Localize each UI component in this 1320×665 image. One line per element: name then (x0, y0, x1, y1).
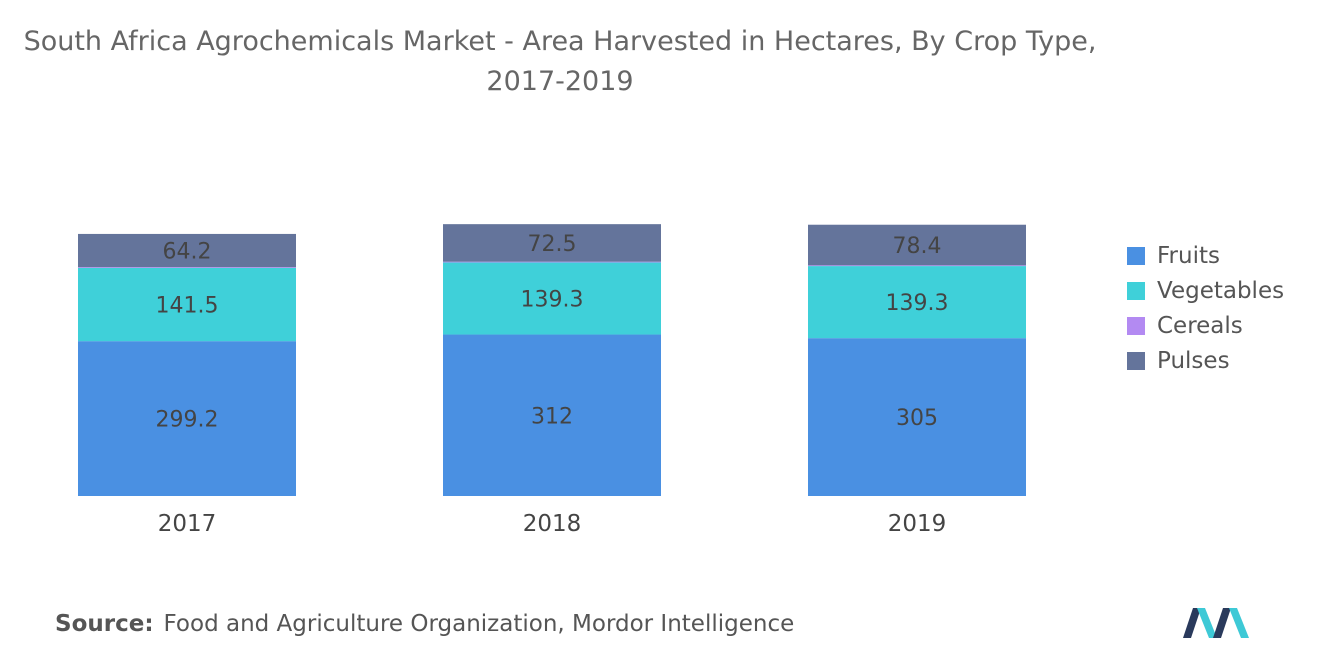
bar-segment-cereals-2018 (443, 261, 661, 263)
legend-item-fruits: Fruits (1127, 238, 1284, 273)
bar-segment-fruits-2017 (78, 341, 296, 496)
data-label-vegetables-2019: 139.3 (886, 291, 949, 316)
legend-label-pulses: Pulses (1157, 347, 1230, 374)
bar-segment-vegetables-2018 (443, 262, 661, 335)
chart-title: South Africa Agrochemicals Market - Area… (23, 26, 1097, 97)
bar-segment-cereals-2017 (78, 267, 296, 268)
legend-item-cereals: Cereals (1127, 308, 1284, 343)
source-note: Source: Food and Agriculture Organization… (55, 611, 794, 637)
data-label-pulses-2017: 64.2 (163, 240, 212, 265)
bar-segment-cereals-2019 (808, 265, 1026, 267)
x-tick-label-2018: 2018 (523, 511, 582, 537)
legend-label-vegetables: Vegetables (1157, 277, 1285, 304)
legend-swatch-vegetables (1127, 281, 1145, 300)
bar-segment-pulses-2019 (808, 224, 1026, 266)
legend-swatch-pulses (1127, 351, 1145, 370)
x-tick-label-2019: 2019 (888, 511, 947, 537)
source-label: Source: (55, 611, 154, 637)
bar-segment-pulses-2017 (78, 233, 296, 268)
source-text: Food and Agriculture Organization, Mordo… (163, 611, 795, 637)
bar-segment-vegetables-2017 (78, 267, 296, 342)
legend-label-cereals: Cereals (1157, 312, 1243, 339)
mordor-intelligence-logo-icon (1183, 602, 1251, 642)
legend-swatch-fruits (1127, 246, 1145, 265)
data-label-fruits-2018: 312 (531, 404, 573, 429)
legend-item-pulses: Pulses (1127, 343, 1284, 378)
chart-legend: Fruits Vegetables Cereals Pulses (1127, 238, 1284, 378)
data-label-fruits-2017: 299.2 (156, 408, 219, 433)
bar-segment-vegetables-2019 (808, 266, 1026, 339)
data-label-vegetables-2018: 139.3 (521, 287, 584, 312)
data-label-pulses-2019: 78.4 (893, 234, 942, 259)
legend-item-vegetables: Vegetables (1127, 273, 1284, 308)
bar-segment-fruits-2018 (443, 334, 661, 496)
data-label-fruits-2019: 305 (896, 406, 938, 431)
legend-swatch-cereals (1127, 316, 1145, 335)
bar-segment-pulses-2018 (443, 224, 661, 262)
x-tick-label-2017: 2017 (158, 511, 217, 537)
legend-label-fruits: Fruits (1157, 242, 1220, 269)
data-label-pulses-2018: 72.5 (528, 232, 577, 257)
bar-segment-fruits-2019 (808, 338, 1026, 496)
data-label-vegetables-2017: 141.5 (156, 294, 219, 319)
